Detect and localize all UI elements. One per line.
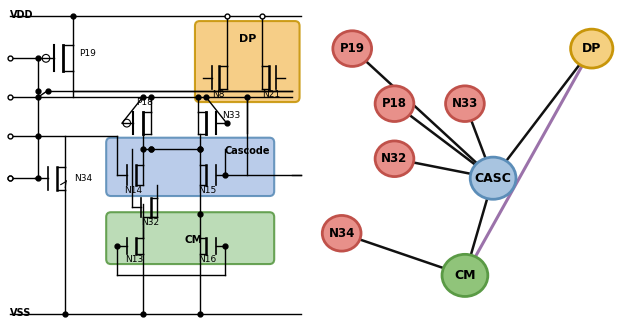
Text: N33: N33 (222, 111, 240, 120)
Text: CM: CM (454, 269, 476, 282)
Circle shape (375, 86, 414, 122)
Text: P18: P18 (382, 97, 407, 110)
Text: VDD: VDD (10, 10, 33, 20)
FancyBboxPatch shape (195, 21, 299, 102)
Text: P18: P18 (136, 98, 153, 107)
Text: P19: P19 (340, 42, 365, 55)
Text: N8: N8 (212, 90, 225, 99)
Text: N13: N13 (126, 255, 144, 264)
Text: N16: N16 (198, 255, 217, 264)
Text: N34: N34 (75, 174, 93, 183)
Text: P19: P19 (79, 49, 96, 58)
Text: N33: N33 (452, 97, 478, 110)
Text: CM: CM (184, 235, 202, 245)
Text: Cascode: Cascode (224, 146, 270, 156)
Text: N32: N32 (382, 152, 408, 165)
Text: VSS: VSS (10, 308, 31, 318)
Circle shape (470, 157, 516, 199)
Text: N14: N14 (124, 186, 142, 195)
FancyBboxPatch shape (107, 212, 275, 264)
Text: DP: DP (238, 34, 256, 44)
Circle shape (571, 29, 613, 68)
Text: DP: DP (582, 42, 602, 55)
FancyBboxPatch shape (107, 138, 275, 196)
Circle shape (446, 86, 484, 122)
Text: N34: N34 (328, 227, 355, 240)
Circle shape (442, 254, 488, 296)
Text: N21: N21 (262, 90, 280, 99)
Text: N32: N32 (141, 218, 160, 227)
Text: N15: N15 (198, 186, 217, 195)
Circle shape (375, 141, 414, 177)
Text: CASC: CASC (475, 172, 512, 185)
Circle shape (322, 215, 361, 251)
Circle shape (333, 31, 372, 66)
